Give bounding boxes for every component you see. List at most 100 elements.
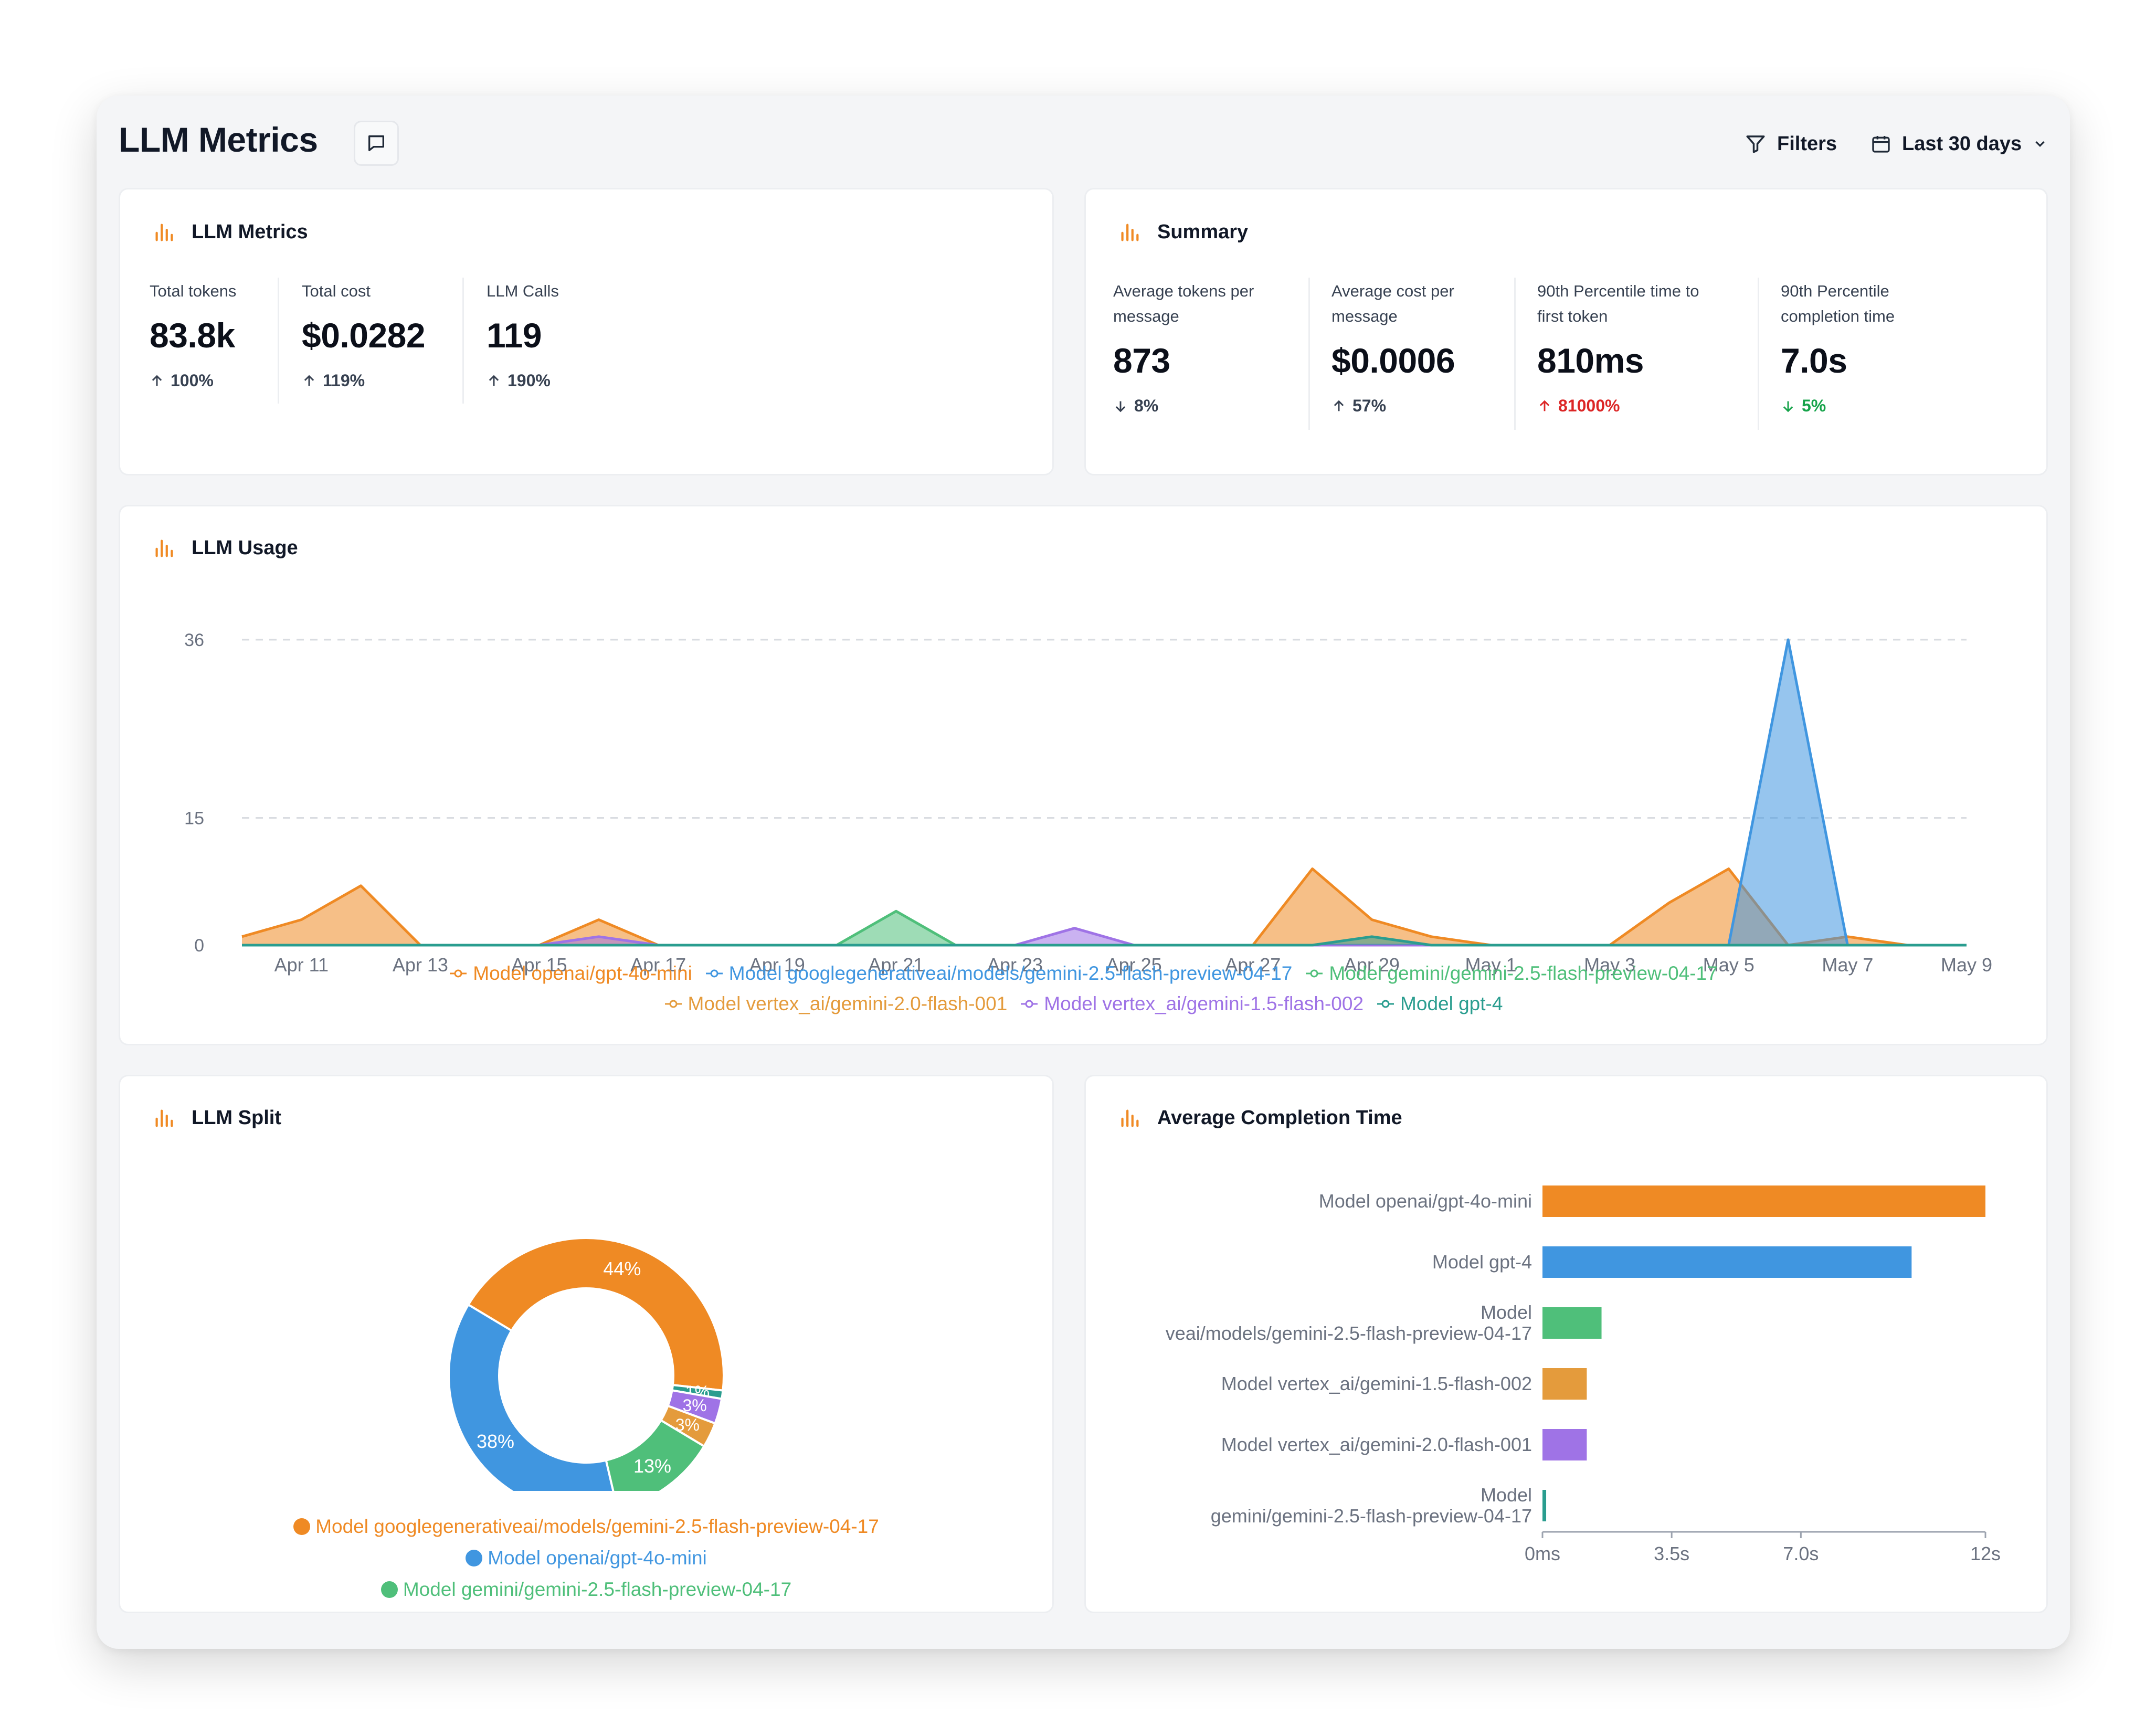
metric-label: LLM Calls	[487, 282, 559, 300]
category-label: Model vertex_ai/gemini-2.0-flash-001	[1221, 1434, 1532, 1455]
comment-icon	[368, 135, 384, 151]
legend-item[interactable]: Model gemini/gemini-2.5-flash-preview-04…	[381, 1575, 791, 1604]
arrow-up-icon	[489, 375, 499, 386]
arrow-down-icon	[1115, 401, 1126, 412]
filters-label: Filters	[1777, 132, 1837, 155]
x-tick-label: Apr 19	[749, 954, 805, 976]
metric-label-line2: completion time	[1781, 307, 1895, 325]
completion-bar[interactable]	[1542, 1429, 1587, 1460]
metric-total-cost: Total cost $0.0282 119%	[302, 279, 426, 390]
legend-label: Model openai/gpt-4o-mini	[488, 1547, 707, 1569]
delta-value: 81000%	[1558, 396, 1620, 415]
card-title: Average Completion Time	[1117, 1106, 1402, 1130]
slice-label: 44%	[603, 1258, 641, 1279]
completion-bar[interactable]	[1542, 1368, 1587, 1400]
metric-label-line2: message	[1331, 307, 1398, 325]
legend-item[interactable]: Model openai/gpt-4o-mini	[449, 959, 692, 988]
legend-item[interactable]: Model vertex_ai/gemini-2.0-flash-001	[664, 989, 1008, 1019]
metric-p90-first-token: 90th Percentile time to first token 810m…	[1537, 279, 1699, 416]
metric-avg-cost: Average cost per message $0.0006 57%	[1331, 279, 1455, 416]
metric-delta: 8%	[1113, 396, 1254, 416]
x-tick-label: Apr 21	[868, 954, 924, 976]
llm-metrics-card: LLM Metrics Total tokens 83.8k 100% Tota…	[119, 188, 1054, 475]
card-title: LLM Usage	[152, 536, 298, 560]
metric-delta: 81000%	[1537, 396, 1699, 416]
x-tick-label: 3.5s	[1654, 1543, 1689, 1564]
metric-delta: 190%	[487, 371, 559, 390]
x-tick-label: Apr 13	[393, 954, 448, 976]
metric-label-line1: Average cost per	[1331, 282, 1454, 300]
slice-label: 3%	[682, 1396, 706, 1415]
donut-slice[interactable]	[448, 1303, 618, 1491]
legend-label: Model vertex_ai/gemini-2.0-flash-001	[688, 993, 1008, 1014]
x-tick-label: May 3	[1584, 954, 1635, 976]
legend-item[interactable]: Model googlegenerativeai/models/gemini-2…	[705, 959, 1292, 988]
donut-slice[interactable]	[467, 1236, 725, 1392]
arrow-up-icon	[1539, 400, 1550, 411]
legend-label: Model googlegenerativeai/models/gemini-2…	[315, 1516, 879, 1537]
metric-p90-completion: 90th Percentile completion time 7.0s 5%	[1781, 279, 1895, 416]
divider	[1514, 278, 1516, 430]
x-tick-label: 0ms	[1525, 1543, 1560, 1564]
metric-label: Total tokens	[150, 282, 237, 300]
legend-label: Model gpt-4	[1400, 993, 1503, 1014]
category-label: Model gemini/gemini-2.5-flash-preview-04-…	[1211, 1484, 1532, 1527]
delta-value: 190%	[508, 371, 551, 390]
x-tick-label: Apr 17	[630, 954, 686, 976]
delta-value: 5%	[1802, 396, 1826, 415]
series-area	[242, 640, 1967, 945]
card-title: LLM Metrics	[152, 220, 308, 244]
metric-label-line1: 90th Percentile	[1781, 282, 1889, 300]
legend-dot-icon	[466, 1550, 483, 1566]
metric-total-tokens: Total tokens 83.8k 100%	[150, 279, 236, 390]
metric-label: Total cost	[302, 282, 371, 300]
completion-title: Average Completion Time	[1157, 1106, 1402, 1129]
calendar-icon	[1872, 136, 1890, 153]
llm-split-donut: 44%1%3%3%13%38%	[448, 1236, 725, 1491]
metric-value: 810ms	[1537, 341, 1644, 380]
metric-label-line1: Average tokens per	[1113, 282, 1254, 300]
completion-bar[interactable]	[1542, 1185, 1985, 1217]
arrow-up-icon	[1334, 400, 1344, 411]
donut-slice[interactable]	[605, 1419, 706, 1491]
metric-label-line2: first token	[1537, 307, 1608, 325]
dashboard-window: LLM Metrics Filters Last 30 days LLM Met…	[97, 96, 2070, 1649]
x-tick-label: 12s	[1970, 1543, 2001, 1564]
legend-item[interactable]: Model openai/gpt-4o-mini	[466, 1543, 707, 1573]
llm-usage-card: LLM Usage 0 15 36 Apr 11 Apr 13 Apr 15 Apr 17 A…	[119, 505, 2048, 1045]
legend-item[interactable]: Model gemini/gemini-2.5-flash-preview-04…	[1305, 959, 1718, 988]
arrow-up-icon	[304, 375, 314, 386]
legend-item[interactable]: Model gpt-4	[1376, 989, 1503, 1019]
y-tick-label: 36	[184, 630, 204, 650]
legend-marker-icon	[1377, 1000, 1394, 1008]
x-tick-label: Apr 29	[1344, 954, 1400, 976]
legend-marker-icon	[1021, 1000, 1038, 1008]
y-tick-label: 0	[194, 936, 204, 956]
metric-delta: 100%	[150, 371, 236, 390]
slice-label: 38%	[477, 1431, 514, 1452]
legend-label: Model gemini/gemini-2.5-flash-preview-04…	[403, 1579, 792, 1600]
category-label: Model openai/gpt-4o-mini	[1319, 1190, 1532, 1212]
filters-button[interactable]: Filters	[1745, 128, 1837, 160]
legend-item[interactable]: Model googlegenerativeai/models/gemini-2…	[293, 1512, 879, 1541]
divider	[462, 278, 464, 404]
split-legend: Model googlegenerativeai/models/gemini-2…	[120, 1512, 1052, 1606]
bar-chart-icon	[1121, 1109, 1139, 1127]
completion-bar[interactable]	[1542, 1307, 1602, 1339]
metric-value: 873	[1113, 341, 1170, 380]
x-tick-label: Apr 15	[512, 954, 567, 976]
llm-usage-title: LLM Usage	[192, 536, 298, 559]
llm-usage-chart: 0 15 36 Apr 11 Apr 13 Apr 15 Apr 17 Apr 19 Apr 2…	[184, 630, 1992, 976]
slice-label: 13%	[633, 1455, 671, 1477]
date-range-select[interactable]: Last 30 days	[1870, 128, 2048, 160]
x-tick-label: May 1	[1465, 954, 1516, 976]
legend-item[interactable]: Model vertex_ai/gemini-1.5-flash-002	[1020, 989, 1364, 1019]
metric-value: $0.0282	[302, 316, 426, 355]
completion-bar[interactable]	[1542, 1246, 1912, 1278]
delta-value: 8%	[1134, 396, 1159, 415]
completion-bar[interactable]	[1542, 1490, 1547, 1521]
card-title: Summary	[1117, 220, 1248, 244]
legend-marker-icon	[450, 969, 467, 978]
arrow-up-icon	[152, 375, 162, 386]
comment-button[interactable]	[354, 121, 399, 166]
